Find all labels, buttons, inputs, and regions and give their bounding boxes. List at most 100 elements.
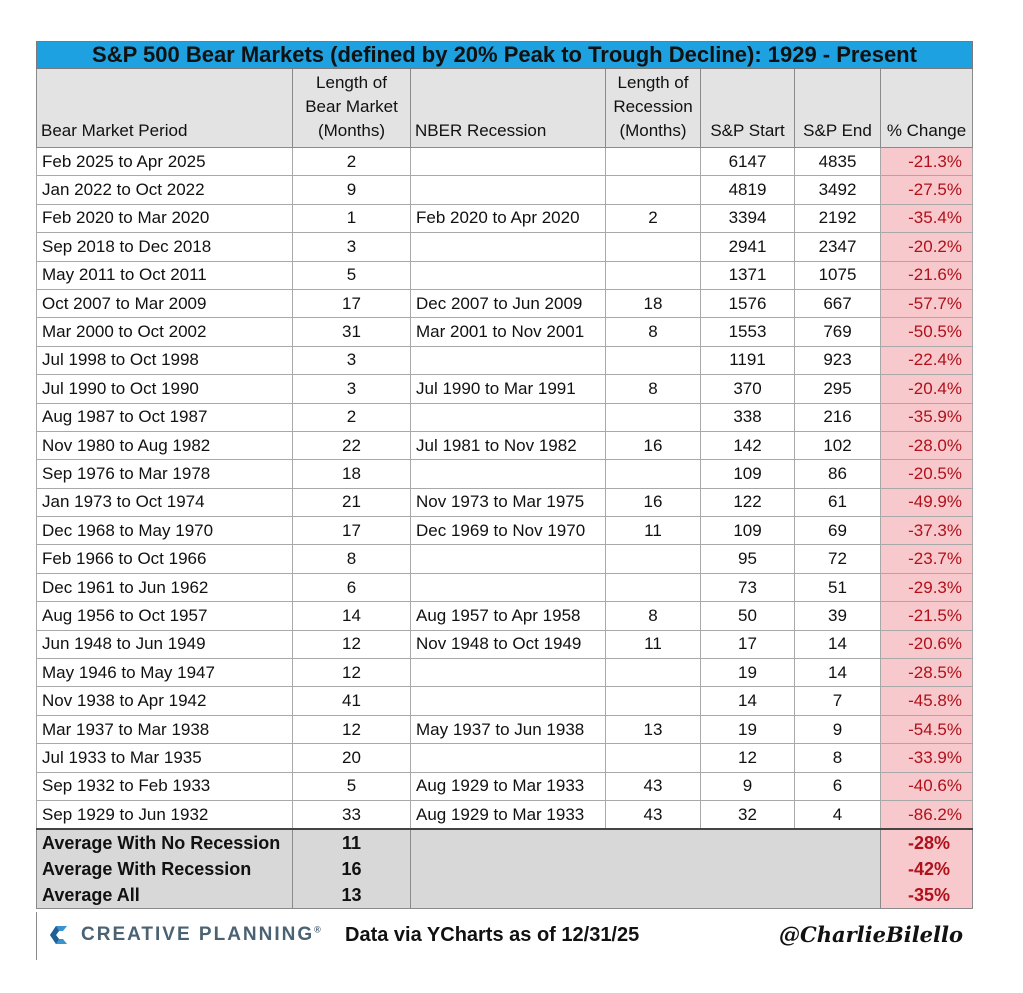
- table-row: Mar 2000 to Oct 2002 31 Mar 2001 to Nov 20…: [36, 317, 974, 347]
- cell-pct-change: -20.5%: [879, 459, 974, 489]
- cell-period: Aug 1987 to Oct 1987: [36, 402, 293, 432]
- cell-bear-length: 22: [292, 430, 411, 461]
- header-bear-length: Length of Bear Market (Months): [292, 68, 411, 148]
- average-pct-change: -42%: [879, 856, 974, 883]
- cell-recession-length: [605, 459, 701, 489]
- average-length: 13: [292, 882, 411, 910]
- cell-recession-length: 43: [605, 799, 701, 830]
- table-row: Dec 1961 to Jun 1962 6 73 51 -29.3%: [36, 572, 974, 603]
- cell-pct-change: -23.7%: [879, 544, 974, 574]
- table-row: May 1946 to May 1947 12 19 14 -28.5%: [36, 658, 974, 688]
- cell-pct-change: -40.6%: [879, 771, 974, 801]
- table-row: Nov 1938 to Apr 1942 41 14 7 -45.8%: [36, 686, 974, 716]
- table-row: Feb 1966 to Oct 1966 8 95 72 -23.7%: [36, 544, 974, 574]
- header-period: Bear Market Period: [36, 68, 293, 148]
- cell-period: Oct 2007 to Mar 2009: [36, 288, 293, 319]
- header-bear-length-line2: Bear Market: [305, 97, 398, 116]
- cell-period: Dec 1961 to Jun 1962: [36, 572, 293, 603]
- cell-pct-change: -20.2%: [879, 232, 974, 262]
- cell-pct-change: -20.4%: [879, 374, 974, 404]
- table-row: Sep 1929 to Jun 1932 33 Aug 1929 to Mar 19…: [36, 799, 974, 830]
- table-row: Oct 2007 to Mar 2009 17 Dec 2007 to Jun 20…: [36, 288, 974, 319]
- table-row: Dec 1968 to May 1970 17 Dec 1969 to Nov 19…: [36, 516, 974, 546]
- cell-period: Nov 1980 to Aug 1982: [36, 430, 293, 461]
- cell-nber-recession: [410, 544, 606, 574]
- cell-recession-length: 16: [605, 487, 701, 518]
- cell-nber-recession: [410, 459, 606, 489]
- author-handle: @CharlieBilello: [779, 922, 963, 947]
- cell-nber-recession: Aug 1929 to Mar 1933: [410, 799, 606, 830]
- averages-body: Average With No Recession 11 -28% Average W…: [36, 828, 974, 910]
- header-recession-length-line3: (Months): [619, 121, 687, 140]
- cell-bear-length: 12: [292, 658, 411, 688]
- table-row: Feb 2025 to Apr 2025 2 6147 4835 -21.3%: [36, 146, 974, 177]
- header-nber: NBER Recession: [410, 68, 606, 148]
- cell-pct-change: -35.4%: [879, 203, 974, 234]
- average-length: 16: [292, 856, 411, 883]
- cell-pct-change: -22.4%: [879, 345, 974, 376]
- cell-sp-end: 61: [794, 487, 881, 518]
- cell-sp-end: 216: [794, 402, 881, 432]
- cell-period: May 1946 to May 1947: [36, 658, 293, 688]
- average-row: Average With No Recession 11 -28%: [36, 828, 974, 857]
- average-row: Average With Recession 16 -42%: [36, 856, 974, 883]
- table-row: Nov 1980 to Aug 1982 22 Jul 1981 to Nov 19…: [36, 430, 974, 461]
- cell-sp-start: 6147: [700, 146, 795, 177]
- cell-pct-change: -45.8%: [879, 686, 974, 716]
- average-label: Average With Recession: [36, 856, 293, 883]
- average-length: 11: [292, 828, 411, 857]
- cell-bear-length: 12: [292, 629, 411, 660]
- cell-bear-length: 33: [292, 799, 411, 830]
- cell-recession-length: 11: [605, 516, 701, 546]
- table-row: Sep 2018 to Dec 2018 3 2941 2347 -20.2%: [36, 232, 974, 262]
- average-blank: [410, 828, 881, 857]
- cell-sp-start: 19: [700, 714, 795, 745]
- cell-recession-length: [605, 572, 701, 603]
- cell-sp-end: 39: [794, 601, 881, 631]
- cell-bear-length: 6: [292, 572, 411, 603]
- average-label: Average All: [36, 882, 293, 910]
- cell-recession-length: [605, 232, 701, 262]
- cell-nber-recession: Nov 1973 to Mar 1975: [410, 487, 606, 518]
- cell-sp-end: 7: [794, 686, 881, 716]
- cell-sp-start: 3394: [700, 203, 795, 234]
- cell-pct-change: -27.5%: [879, 175, 974, 205]
- table-row: Jul 1998 to Oct 1998 3 1191 923 -22.4%: [36, 345, 974, 376]
- cell-recession-length: [605, 345, 701, 376]
- cell-recession-length: [605, 175, 701, 205]
- cell-period: Feb 1966 to Oct 1966: [36, 544, 293, 574]
- cell-period: Jul 1990 to Oct 1990: [36, 374, 293, 404]
- cell-bear-length: 5: [292, 260, 411, 290]
- cell-bear-length: 3: [292, 232, 411, 262]
- header-recession-length: Length of Recession (Months): [605, 68, 701, 148]
- cell-nber-recession: Aug 1929 to Mar 1933: [410, 771, 606, 801]
- cell-sp-start: 1576: [700, 288, 795, 319]
- average-pct-change: -35%: [879, 882, 974, 910]
- cell-nber-recession: Mar 2001 to Nov 2001: [410, 317, 606, 347]
- cell-sp-end: 2347: [794, 232, 881, 262]
- cell-sp-start: 338: [700, 402, 795, 432]
- cell-period: Aug 1956 to Oct 1957: [36, 601, 293, 631]
- cell-recession-length: 13: [605, 714, 701, 745]
- table-row: May 2011 to Oct 2011 5 1371 1075 -21.6%: [36, 260, 974, 290]
- average-blank: [410, 856, 881, 883]
- cell-sp-end: 14: [794, 629, 881, 660]
- cell-sp-end: 923: [794, 345, 881, 376]
- cell-period: Jul 1998 to Oct 1998: [36, 345, 293, 376]
- table-row: Sep 1976 to Mar 1978 18 109 86 -20.5%: [36, 459, 974, 489]
- cell-bear-length: 5: [292, 771, 411, 801]
- cell-pct-change: -29.3%: [879, 572, 974, 603]
- cell-bear-length: 17: [292, 516, 411, 546]
- table-row: Feb 2020 to Mar 2020 1 Feb 2020 to Apr 202…: [36, 203, 974, 234]
- cell-recession-length: 11: [605, 629, 701, 660]
- cell-recession-length: [605, 686, 701, 716]
- cell-sp-start: 2941: [700, 232, 795, 262]
- cell-recession-length: [605, 743, 701, 773]
- cell-period: May 2011 to Oct 2011: [36, 260, 293, 290]
- cell-nber-recession: [410, 146, 606, 177]
- cell-sp-end: 9: [794, 714, 881, 745]
- creative-planning-logo: CREATIVE PLANNING®: [47, 922, 323, 948]
- cell-nber-recession: Jul 1990 to Mar 1991: [410, 374, 606, 404]
- cell-nber-recession: [410, 175, 606, 205]
- cell-sp-end: 295: [794, 374, 881, 404]
